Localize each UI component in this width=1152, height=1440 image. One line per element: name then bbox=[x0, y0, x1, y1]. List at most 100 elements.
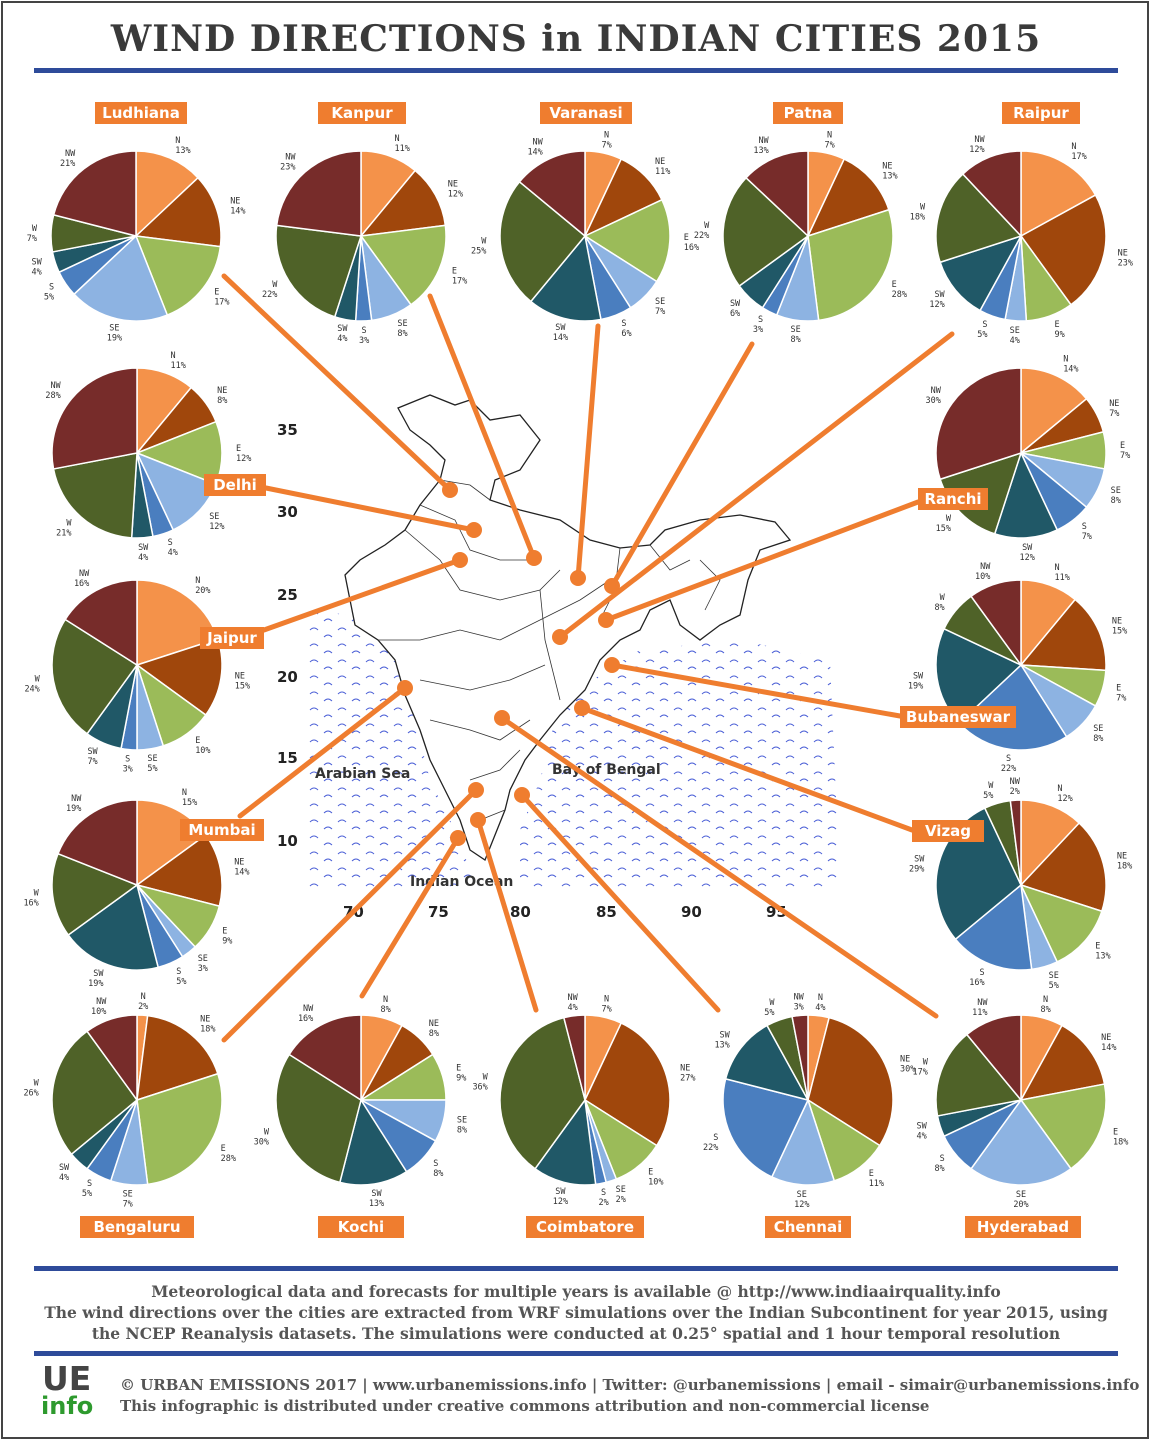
slice-bengaluru-w bbox=[51, 1030, 139, 1156]
city-label-box-ranchi bbox=[918, 488, 988, 510]
connector-line-varanasi bbox=[575, 323, 601, 581]
slice-label-delhi-ne: NE 8% bbox=[217, 386, 227, 406]
slice-label-chennai-sw: SW 13% bbox=[714, 1030, 730, 1050]
slice-label-chennai-s: S 22% bbox=[703, 1133, 718, 1153]
map-ytick-label: 20 bbox=[277, 668, 298, 686]
slice-label-kanpur-s: S 3% bbox=[359, 326, 369, 346]
slice-label-ranchi-nw: NW 30% bbox=[926, 386, 942, 406]
slice-label-bubaneswar-ne: NE 15% bbox=[1112, 617, 1127, 637]
slice-label-chennai-se: SE 12% bbox=[794, 1190, 809, 1210]
slice-label-varanasi-n: N 7% bbox=[601, 130, 611, 150]
slice-label-kochi-e: E 9% bbox=[456, 1063, 466, 1083]
slice-delhi-nw bbox=[51, 367, 138, 470]
slice-label-kochi-nw: NW 16% bbox=[298, 1004, 314, 1024]
slice-label-varanasi-ne: NE 11% bbox=[655, 157, 670, 177]
city-label-box-hyderabad bbox=[965, 1216, 1081, 1238]
pie-chart-patna: N 7% NE 13% E 28% SE 8% S 3% SW 6% W 22% NW 13% Patna bbox=[694, 102, 907, 345]
slice-label-chennai-e: E 11% bbox=[869, 1169, 884, 1189]
slice-label-ranchi-w: W 15% bbox=[936, 514, 952, 534]
slice-kochi-w bbox=[275, 1053, 362, 1184]
slice-coimbatore-sw bbox=[533, 1098, 597, 1186]
slice-label-patna-n: N 7% bbox=[824, 130, 834, 150]
slice-label-raipur-n: N 17% bbox=[1071, 142, 1086, 162]
city-label-kanpur: Kanpur bbox=[331, 104, 393, 122]
slice-label-jaipur-w: W 24% bbox=[24, 675, 40, 695]
slice-label-mumbai-nw: NW 19% bbox=[66, 794, 82, 814]
slice-kochi-nw bbox=[288, 1014, 362, 1102]
slice-patna-w bbox=[722, 176, 810, 288]
slice-vizag-e bbox=[1019, 883, 1103, 963]
slice-label-mumbai-n: N 15% bbox=[182, 788, 197, 808]
pie-chart-bengaluru: N 2% NE 18% E 28% SE 7% S 5% SW 4% W 26% NW 10% Bengalur… bbox=[23, 992, 236, 1238]
pie-chart-delhi: N 11% NE 8% E 12% SE 12% S 4% SW 4% W 21% NW 28% Delhi bbox=[45, 351, 266, 563]
slice-chennai-ne bbox=[807, 1016, 894, 1147]
slice-coimbatore-nw bbox=[562, 1014, 586, 1101]
slice-label-vizag-n: N 12% bbox=[1057, 784, 1072, 804]
slice-label-patna-e: E 28% bbox=[892, 280, 907, 300]
connector-line-chennai bbox=[519, 792, 721, 1013]
slice-label-hyderabad-n: N 8% bbox=[1040, 995, 1050, 1015]
slice-label-bengaluru-se: SE 7% bbox=[123, 1190, 133, 1210]
map-ytick-label: 25 bbox=[277, 586, 298, 604]
slice-label-hyderabad-e: E 18% bbox=[1113, 1127, 1128, 1147]
pie-charts: N 13%NE 14%E 17%SE 19%S 5%SW 4%W 7%NW 21%Ludhian… bbox=[23, 102, 1133, 1238]
slice-label-jaipur-sw: SW 7% bbox=[87, 747, 98, 767]
footer-line-2: The wind directions over the cities are … bbox=[44, 1303, 1108, 1322]
slice-kochi-sw bbox=[338, 1098, 408, 1186]
city-label-bengaluru: Bengaluru bbox=[93, 1218, 180, 1236]
slice-raipur-ne bbox=[1019, 194, 1107, 306]
slice-label-vizag-se: SE 5% bbox=[1049, 971, 1059, 991]
slice-label-ranchi-se: SE 8% bbox=[1111, 486, 1121, 506]
slice-label-ludhiana-s: S 5% bbox=[44, 283, 54, 303]
city-label-hyderabad: Hyderabad bbox=[977, 1218, 1069, 1236]
slice-label-vizag-ne: NE 18% bbox=[1117, 851, 1132, 871]
slice-label-bengaluru-n: N 2% bbox=[138, 992, 148, 1012]
slice-label-varanasi-sw: SW 14% bbox=[553, 323, 568, 343]
slice-label-patna-s: S 3% bbox=[753, 315, 763, 335]
slice-label-jaipur-e: E 10% bbox=[195, 736, 210, 756]
slice-label-kochi-sw: SW 13% bbox=[369, 1189, 384, 1209]
footer-line-1: Meteorological data and forecasts for mu… bbox=[151, 1282, 1001, 1301]
slice-label-varanasi-w: W 25% bbox=[471, 236, 487, 256]
slice-ranchi-nw bbox=[935, 367, 1022, 481]
slice-kanpur-e bbox=[359, 224, 447, 306]
slice-label-kanpur-se: SE 8% bbox=[397, 319, 407, 339]
city-label-box-chennai bbox=[765, 1216, 851, 1238]
slice-label-delhi-s: S 4% bbox=[168, 538, 178, 558]
map-ytick-label: 15 bbox=[277, 749, 298, 767]
slice-label-bengaluru-e: E 28% bbox=[221, 1144, 236, 1164]
india-outline bbox=[344, 394, 792, 861]
ue-logo: UE bbox=[42, 1359, 92, 1398]
slice-label-coimbatore-ne: NE 27% bbox=[680, 1063, 695, 1083]
top-divider bbox=[34, 68, 1118, 73]
slice-raipur-nw bbox=[961, 150, 1022, 238]
slice-label-ludhiana-e: E 17% bbox=[214, 288, 229, 308]
slice-ludhiana-se bbox=[72, 234, 169, 322]
map-xtick-label: 85 bbox=[596, 903, 617, 921]
slice-label-raipur-w: W 18% bbox=[910, 202, 926, 222]
slice-label-hyderabad-s: S 8% bbox=[934, 1154, 944, 1174]
footer-divider-bottom bbox=[34, 1351, 1118, 1356]
slice-label-hyderabad-sw: SW 4% bbox=[917, 1122, 928, 1142]
slice-label-bubaneswar-se: SE 8% bbox=[1093, 724, 1103, 744]
slice-label-ludhiana-ne: NE 14% bbox=[230, 196, 245, 216]
slice-label-kanpur-w: W 22% bbox=[262, 280, 278, 300]
map-dot-jaipur bbox=[452, 552, 468, 568]
city-label-jaipur: Jaipur bbox=[206, 629, 257, 647]
slice-chennai-sw bbox=[724, 1024, 810, 1102]
city-label-box-varanasi bbox=[540, 102, 632, 124]
slice-mumbai-nw bbox=[56, 799, 138, 887]
city-label-ranchi: Ranchi bbox=[924, 490, 981, 508]
map-dot-hyderabad bbox=[494, 710, 510, 726]
map-dot-ranchi bbox=[598, 612, 614, 628]
slice-label-vizag-nw: NW 2% bbox=[1010, 777, 1021, 797]
slice-label-ludhiana-w: W 7% bbox=[27, 224, 38, 244]
connector-line-mumbai bbox=[237, 685, 408, 819]
map-dot-bengaluru bbox=[468, 782, 484, 798]
connector-line-ludhiana bbox=[221, 273, 453, 493]
map-ytick-label: 30 bbox=[277, 503, 298, 521]
pie-chart-jaipur: N 20% NE 15% E 10% SE 5% S 3% SW 7% W 24% NW 16% Jaipur bbox=[24, 569, 264, 775]
pie-chart-raipur: N 17% NE 23% E 9% SE 4% S 5% SW 12% W 18% NW 12% Raipur bbox=[910, 102, 1133, 346]
slice-bengaluru-nw bbox=[85, 1014, 138, 1103]
slice-varanasi-w bbox=[499, 180, 587, 303]
